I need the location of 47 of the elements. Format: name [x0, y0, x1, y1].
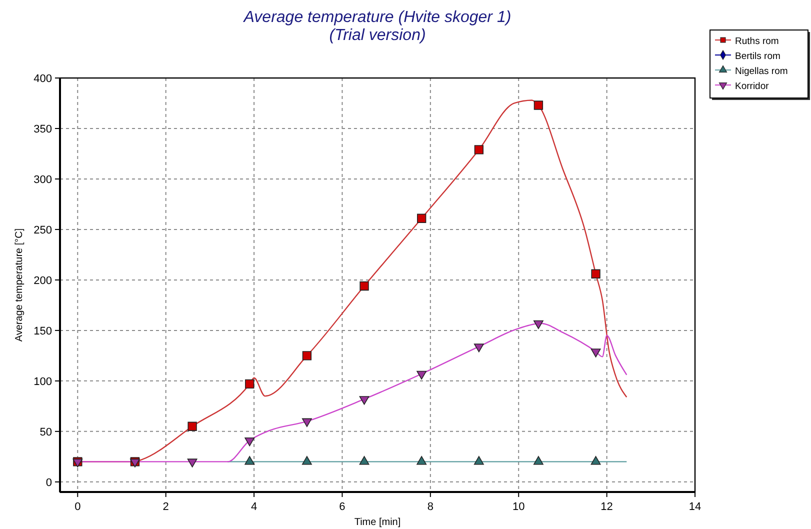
point	[474, 145, 484, 154]
y-tick-label: 350	[34, 123, 52, 136]
point	[244, 456, 255, 465]
point	[416, 370, 427, 380]
y-axis-title: Average temperature [°C]	[14, 228, 25, 342]
legend-label: Korridor	[735, 81, 769, 92]
x-tick-label: 14	[688, 501, 702, 513]
x-tick-label: 6	[339, 501, 346, 513]
point	[417, 214, 426, 223]
y-tick-label: 50	[40, 426, 52, 438]
point	[359, 456, 370, 465]
point	[245, 379, 254, 389]
chart-title: Average temperature (Hvite skoger 1) (Trial version)	[242, 9, 512, 44]
point	[302, 456, 312, 465]
point	[590, 456, 601, 465]
point	[534, 100, 544, 110]
point	[244, 437, 255, 446]
legend-label: Bertils rom	[735, 51, 780, 62]
legend-label: Ruths rom	[735, 36, 779, 47]
y-tick-label: 400	[34, 73, 52, 85]
y-tick-label: 300	[34, 174, 52, 186]
x-tick-label: 4	[250, 501, 258, 513]
point	[533, 456, 544, 465]
point	[533, 320, 544, 330]
x-tick-label: 0	[74, 501, 81, 513]
point	[474, 344, 484, 352]
point	[474, 456, 484, 465]
legend-label: Nigellas rom	[735, 66, 788, 77]
y-tick-label: 150	[34, 325, 52, 338]
point	[360, 281, 369, 291]
point	[416, 456, 427, 465]
y-tick-label: 200	[34, 274, 52, 287]
y-tick-label: 250	[34, 224, 52, 236]
point	[302, 351, 312, 360]
x-tick-label: 10	[512, 501, 525, 513]
point	[187, 458, 198, 468]
point	[359, 396, 370, 405]
x-tick-label: 12	[600, 501, 613, 513]
x-axis-title: Time [min]	[354, 517, 401, 528]
x-tick-label: 2	[162, 501, 169, 513]
x-tick-label: 8	[427, 501, 434, 513]
point	[590, 348, 601, 358]
point	[188, 422, 197, 431]
point	[302, 418, 312, 427]
y-tick-label: 0	[46, 476, 52, 489]
y-tick-label: 100	[34, 376, 52, 388]
point	[591, 269, 600, 278]
